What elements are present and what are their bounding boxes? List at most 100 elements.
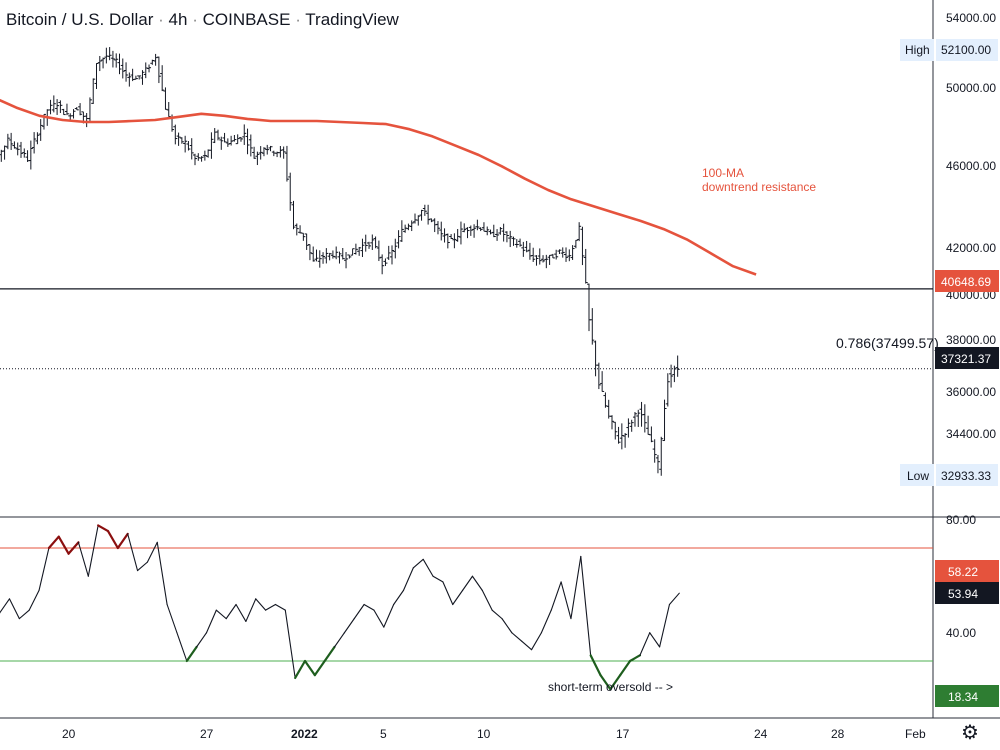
price-tick-label: 36000.00 [946,385,996,399]
rsi-segment [570,555,582,620]
header-separator: · [295,10,301,29]
rsi-segment [609,674,622,691]
rsi-upper-value: 58.22 [948,565,978,579]
time-tick-label: 2022 [291,727,318,741]
low-value-bg [936,464,998,486]
ma-annotation-line1: 100-MA [702,166,744,180]
chart-header: Bitcoin / U.S. Dollar · 4h · COINBASE · … [6,10,399,30]
rsi-segment [0,598,11,614]
rsi-tick-label: 80.00 [946,513,976,527]
rsi-segment [540,609,552,634]
rsi-segment [333,632,345,648]
rsi-segment [471,575,483,591]
rsi-segment [373,609,385,628]
last-price-bg [935,347,999,369]
last-price-value: 37321.37 [941,352,991,366]
header-separator: · [158,10,164,29]
rsi-segment [97,524,110,533]
rsi-segment [166,603,178,634]
high-label: High [905,43,930,57]
price-tick-label: 34400.00 [946,427,996,441]
ma-100-line [0,98,757,276]
price-tick-label: 46000.00 [946,159,996,173]
price-tick-label: 50000.00 [946,81,996,95]
rsi-segment [649,632,661,648]
high-label-bg [900,39,934,61]
rsi-segment [530,632,542,651]
rsi-segment [363,603,375,611]
rsi-segment [353,603,365,620]
high-value: 52100.00 [941,43,991,57]
rsi-segment [106,529,119,550]
rsi-segment [560,581,572,620]
rsi-axis: 80.00 40.00 [946,513,976,640]
rsi-segment [235,603,247,623]
rsi-segment [156,541,168,606]
rsi-segment [580,555,592,656]
price-tick-label: 54000.00 [946,11,996,25]
rsi-segment [599,674,612,691]
rsi-tick-label: 40.00 [946,626,976,640]
low-label-bg [900,464,934,486]
gear-icon[interactable]: ⚙ [961,722,979,744]
rsi-current-value: 53.94 [948,587,978,601]
rsi-segment [127,533,139,572]
rsi-segment [462,575,474,591]
rsi-segment [481,589,493,611]
rsi-pane [0,524,933,691]
rsi-segment [38,547,50,591]
rsi-segment [668,592,680,606]
price-tick-label: 38000.00 [946,333,996,347]
rsi-segment [137,561,148,572]
rsi-segment [343,618,355,634]
time-tick-label: 20 [62,727,76,741]
time-tick-label: 28 [831,727,845,741]
symbol-name: Bitcoin / U.S. Dollar [6,10,154,29]
rsi-segment [303,659,316,677]
low-label: Low [907,469,929,483]
rsi-segment [47,535,60,550]
platform-label: TradingView [305,10,399,29]
rsi-lower-value-bg [935,685,999,707]
rsi-segment [313,659,326,677]
rsi-segment [402,567,414,591]
rsi-segment [511,632,523,642]
rsi-segment [422,558,434,577]
rsi-segment [550,581,562,611]
rsi-current-value-bg [935,582,999,604]
rsi-segment [215,609,227,620]
rsi-segment [225,603,237,620]
rsi-segment [284,609,296,679]
interval-label[interactable]: 4h [168,10,188,29]
price-tick-label: 42000.00 [946,241,996,255]
exchange-label: COINBASE [202,10,291,29]
rsi-segment [452,589,464,606]
rsi-segment [176,632,188,662]
rsi-segment [146,541,158,563]
rsi-segment [87,524,99,577]
time-tick-label: Feb [905,727,926,741]
rsi-segment [442,581,454,606]
oversold-annotation: short-term oversold -- > [548,680,673,694]
rsi-segment [77,541,89,577]
rsi-segment [412,558,424,569]
rsi-segment [67,541,80,555]
rsi-segment [196,632,208,648]
rsi-upper-value-bg [935,560,999,582]
rsi-segment [255,598,267,611]
time-tick-label: 10 [477,727,491,741]
header-separator: · [192,10,198,29]
rsi-segment [294,659,307,680]
rsi-segment [245,598,257,623]
rsi-segment [383,603,395,628]
time-axis: 20 27 2022 5 10 17 24 28 Feb [62,727,926,741]
rsi-segment [501,618,513,634]
rsi-segment [628,654,642,663]
rsi-segment [639,632,651,656]
price-axis: 54000.00 50000.00 46000.00 42000.00 4000… [946,11,996,441]
time-tick-label: 5 [380,727,387,741]
time-tick-label: 24 [754,727,768,741]
high-value-bg [936,39,998,61]
rsi-segment [185,645,198,663]
